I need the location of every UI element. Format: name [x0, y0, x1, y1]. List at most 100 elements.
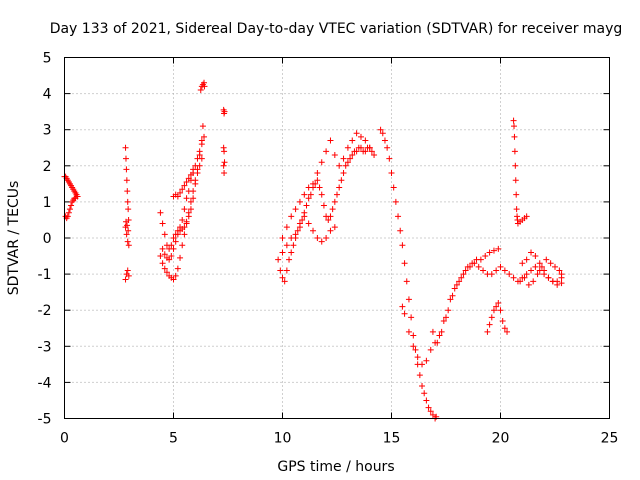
data-point: [192, 180, 199, 187]
data-point: [397, 227, 404, 234]
data-series-arc-19.5-21h: [484, 299, 511, 335]
data-point: [125, 272, 132, 279]
x-axis-label: GPS time / hours: [277, 459, 394, 475]
data-point: [528, 249, 535, 256]
x-tick-label: 10: [274, 431, 292, 447]
data-point: [405, 328, 412, 335]
y-tick-label: 5: [43, 51, 52, 67]
y-tick-label: -1: [38, 267, 52, 283]
data-point: [314, 170, 321, 177]
y-tick-label: -4: [38, 375, 52, 391]
data-point: [170, 235, 177, 241]
data-point: [501, 325, 508, 332]
y-tick-label: -3: [38, 339, 52, 355]
y-tick-label: -2: [38, 303, 52, 319]
data-point: [196, 148, 203, 155]
data-point: [460, 271, 467, 278]
data-point: [532, 253, 539, 260]
data-point: [344, 144, 351, 151]
data-point: [318, 191, 325, 198]
data-point: [429, 328, 436, 335]
data-point: [305, 220, 312, 227]
data-point: [168, 253, 175, 260]
data-point: [338, 177, 345, 184]
data-point: [288, 213, 295, 220]
data-point: [197, 86, 204, 93]
data-point: [179, 216, 186, 223]
data-point: [357, 133, 364, 140]
data-point: [401, 310, 408, 317]
data-series-arc-21-23h: [517, 249, 565, 288]
data-point: [157, 253, 164, 260]
data-point: [198, 141, 205, 148]
data-point: [499, 318, 506, 325]
data-point: [166, 256, 173, 263]
data-point: [66, 206, 73, 213]
data-point: [286, 256, 293, 263]
data-point: [357, 144, 364, 151]
data-point: [434, 339, 441, 346]
data-point: [221, 159, 228, 166]
data-series-arc-10-13h-mid: [279, 213, 338, 256]
data-series-arc-10-13h-upper: [279, 130, 373, 241]
data-point: [296, 224, 303, 231]
data-point: [349, 137, 356, 144]
data-point: [296, 198, 303, 205]
data-series-arc-0h: [61, 173, 81, 222]
data-point: [198, 155, 205, 162]
data-point: [523, 271, 530, 278]
data-point: [347, 155, 354, 162]
data-point: [174, 231, 181, 238]
data-point: [554, 281, 561, 288]
data-point: [185, 175, 192, 182]
data-point: [436, 332, 443, 339]
data-point: [65, 209, 72, 216]
data-point: [490, 307, 497, 314]
data-point: [528, 267, 535, 274]
data-point: [464, 263, 471, 270]
data-point: [323, 148, 330, 155]
data-point: [541, 267, 548, 274]
data-point: [368, 148, 375, 155]
data-point: [221, 148, 228, 155]
data-point: [482, 253, 489, 260]
data-point: [456, 278, 463, 285]
data-point: [534, 271, 541, 278]
data-point: [122, 144, 129, 151]
data-point: [543, 256, 550, 263]
data-point: [493, 303, 500, 310]
data-series-arc-17-20h-upper: [429, 245, 502, 346]
data-point: [201, 133, 208, 140]
data-point: [187, 206, 194, 213]
data-point: [329, 206, 336, 213]
data-point: [511, 133, 518, 140]
data-point: [159, 220, 166, 227]
data-point: [388, 170, 395, 177]
data-point: [525, 281, 532, 288]
grid-layer: [64, 57, 610, 419]
y-axis-label: SDTVAR / TECUs: [6, 181, 22, 296]
data-point: [334, 191, 340, 198]
data-point: [123, 166, 130, 173]
data-point: [403, 278, 410, 285]
x-tick-label: 20: [492, 431, 510, 447]
plot-frame: [64, 57, 610, 419]
data-point: [177, 189, 184, 196]
data-point: [194, 170, 201, 177]
data-point: [320, 202, 327, 209]
data-point: [288, 249, 295, 256]
data-point: [517, 278, 524, 285]
data-point: [340, 170, 347, 177]
data-point: [279, 235, 286, 241]
data-point: [552, 263, 558, 270]
data-point: [172, 238, 179, 245]
data-point: [181, 224, 188, 231]
data-point: [401, 260, 408, 267]
data-point: [331, 151, 338, 158]
y-tick-label: 2: [43, 159, 52, 175]
data-point: [125, 242, 132, 249]
data-point: [290, 242, 297, 249]
data-point: [445, 307, 452, 314]
data-series-arc-14.5-17h: [377, 126, 440, 422]
data-point: [305, 184, 312, 191]
